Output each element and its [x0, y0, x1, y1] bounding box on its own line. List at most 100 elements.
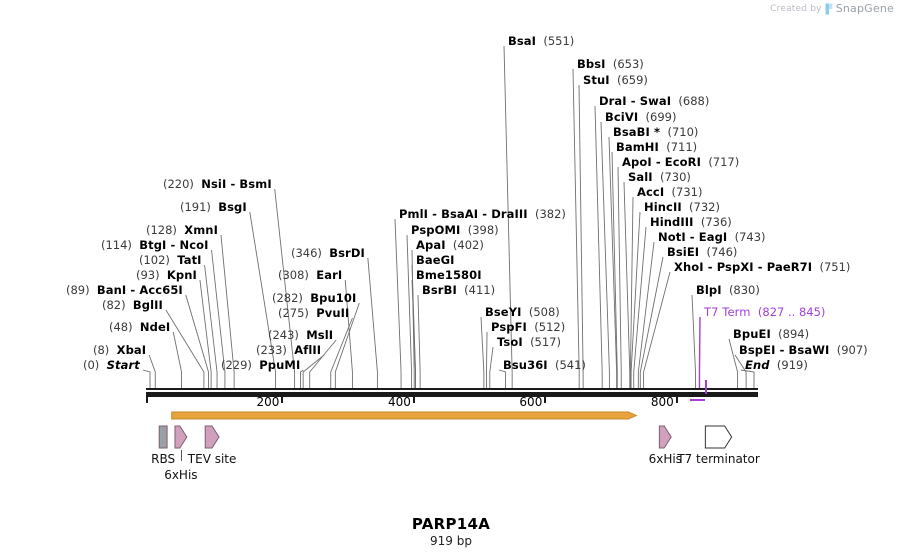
enzyme-label-apoi_ecori[interactable]: ApoI - EcoRI (717) [622, 156, 739, 168]
enzyme-position: (732) [689, 200, 720, 214]
ruler-number-400: 400 [387, 395, 411, 409]
enzyme-name: ApaI [416, 238, 446, 252]
backbone-bar [146, 392, 758, 397]
enzyme-label-acci[interactable]: AccI (731) [637, 186, 702, 198]
enzyme-label-kpni[interactable]: (93) KpnI [136, 269, 197, 281]
enzyme-position: (659) [616, 73, 648, 87]
enzyme-label-pmli[interactable]: PmlI - BsaAI - DraIII (382) [399, 208, 566, 220]
enzyme-name: TatI [177, 253, 202, 267]
enzyme-label-btgi_ncoi[interactable]: (114) BtgI - NcoI [101, 239, 209, 251]
feature-label-rbs-0: RBS [151, 452, 176, 466]
enzyme-position: (382) [534, 207, 566, 221]
enzyme-label-pspfi[interactable]: PspFI (512) [491, 321, 565, 333]
enzyme-label-bsgi[interactable]: (191) BsgI [180, 201, 247, 213]
feature-glyph-tev-site-2[interactable] [204, 425, 220, 449]
leader-line-aflii [302, 354, 325, 388]
enzyme-label-blpi[interactable]: BlpI (830) [696, 284, 760, 296]
leader-line-drai_swai [594, 105, 603, 388]
enzyme-name: PspOMI [411, 223, 461, 237]
enzyme-position: (830) [728, 283, 760, 297]
purple-feature-bar [689, 399, 706, 402]
enzyme-label-tsoi[interactable]: TsoI (517) [497, 336, 561, 348]
enzyme-name: HincII [644, 200, 682, 214]
leader-line-bme1580i [411, 279, 416, 388]
feature-glyph-6xhis-3[interactable] [658, 425, 672, 449]
enzyme-name: ApoI - EcoRI [622, 155, 701, 169]
enzyme-label-hincii[interactable]: HincII (732) [644, 201, 720, 213]
enzyme-label-bsiei[interactable]: BsiEI (746) [667, 246, 737, 258]
enzyme-label-bpuei[interactable]: BpuEI (894) [733, 328, 809, 340]
feature-label-6xhis-1: 6xHis [164, 468, 198, 482]
enzyme-label-nsii_bsmi[interactable]: (220) NsiI - BsmI [163, 178, 272, 190]
enzyme-position: (48) [109, 320, 133, 334]
enzyme-position: (827 .. 845) [757, 305, 826, 319]
enzyme-label-bcivi[interactable]: BciVI (699) [605, 111, 676, 123]
enzyme-label-end[interactable]: End (919) [745, 359, 808, 371]
leader-line-ppumi [300, 369, 304, 388]
enzyme-label-bsrdi[interactable]: (346) BsrDI [291, 247, 365, 259]
enzyme-name: XbaI [116, 343, 147, 357]
enzyme-label-noti_eagi[interactable]: NotI - EagI (743) [658, 231, 766, 243]
enzyme-position: (512) [534, 320, 566, 334]
enzyme-position: (402) [452, 238, 484, 252]
leader-line-apoi_ecori [617, 166, 622, 388]
enzyme-name: HindIII [650, 215, 694, 229]
page-title: PARP14A [411, 515, 491, 533]
enzyme-label-bsai[interactable]: BsaI (551) [508, 35, 574, 47]
enzyme-label-bbsi[interactable]: BbsI (653) [577, 58, 644, 70]
feature-label-tev-site-2: TEV site [187, 452, 237, 466]
enzyme-label-hindiii[interactable]: HindIII (736) [650, 216, 732, 228]
enzyme-name: Bpu10I [310, 291, 357, 305]
enzyme-label-tati[interactable]: (102) TatI [139, 254, 202, 266]
enzyme-label-bspei[interactable]: BspEI - BsaWI (907) [739, 344, 868, 356]
enzyme-label-xhoi[interactable]: XhoI - PspXI - PaeR7I (751) [674, 261, 850, 273]
enzyme-label-apai[interactable]: ApaI (402) [416, 239, 484, 251]
enzyme-name: End [745, 358, 770, 372]
enzyme-position: (243) [268, 328, 299, 342]
leader-line-hindiii [633, 226, 647, 388]
feature-glyph-rbs-0[interactable] [158, 425, 168, 449]
feature-glyph-6xhis-1[interactable] [174, 425, 188, 449]
enzyme-position: (743) [734, 230, 766, 244]
leader-line-nsii_bsmi [274, 188, 296, 388]
enzyme-label-t7term[interactable]: T7 Term (827 .. 845) [704, 306, 825, 318]
cds-arrow[interactable] [0, 405, 902, 435]
enzyme-label-baegi[interactable]: BaeGI [416, 254, 455, 266]
enzyme-label-msli[interactable]: (243) MslI [268, 329, 333, 341]
enzyme-label-xbai[interactable]: (8) XbaI [93, 344, 146, 356]
enzyme-label-pvuii[interactable]: (275) PvuII [278, 307, 349, 319]
enzyme-name: StuI [583, 73, 610, 87]
enzyme-label-bamhi[interactable]: BamHI (711) [616, 141, 697, 153]
enzyme-label-xmni[interactable]: (128) XmnI [146, 224, 218, 236]
enzyme-position: (0) [83, 358, 100, 372]
enzyme-label-eari[interactable]: (308) EarI [278, 269, 342, 281]
enzyme-label-ndei[interactable]: (48) NdeI [109, 321, 170, 333]
enzyme-label-bpu10i[interactable]: (282) Bpu10I [272, 292, 356, 304]
leader-line-bpuei [728, 338, 739, 388]
enzyme-position: (102) [139, 253, 170, 267]
enzyme-name: BpuEI [733, 327, 771, 341]
feature-glyph-t7-terminator-4[interactable] [704, 425, 733, 449]
enzyme-label-stui[interactable]: StuI (659) [583, 74, 648, 86]
enzyme-label-sali[interactable]: SalI (730) [628, 171, 691, 183]
enzyme-label-bsabi[interactable]: BsaBI * (710) [613, 126, 698, 138]
enzyme-position: (308) [278, 268, 309, 282]
enzyme-label-ppumi[interactable]: (229) PpuMI [221, 359, 300, 371]
leader-line-bamhi [611, 151, 618, 388]
enzyme-label-bsrbi[interactable]: BsrBI (411) [422, 284, 495, 296]
leader-line-start [142, 369, 151, 388]
enzyme-label-aflii[interactable]: (233) AflII [256, 344, 321, 356]
enzyme-label-bglii[interactable]: (82) BglII [102, 299, 163, 311]
enzyme-label-bseyi[interactable]: BseYI (508) [485, 306, 560, 318]
enzyme-label-start[interactable]: (0) Start [83, 359, 140, 371]
enzyme-label-drai_swai[interactable]: DraI - SwaI (688) [599, 95, 709, 107]
enzyme-label-bme1580i[interactable]: Bme1580I [416, 269, 482, 281]
enzyme-label-pspomi[interactable]: PspOMI (398) [411, 224, 499, 236]
leader-line-bglii [165, 309, 205, 388]
leader-line-blpi [691, 294, 696, 388]
enzyme-position: (894) [778, 327, 810, 341]
enzyme-position: (736) [700, 215, 732, 229]
enzyme-label-bani[interactable]: (89) BanI - Acc65I [66, 284, 183, 296]
enzyme-label-bsu36i[interactable]: Bsu36I (541) [503, 359, 586, 371]
